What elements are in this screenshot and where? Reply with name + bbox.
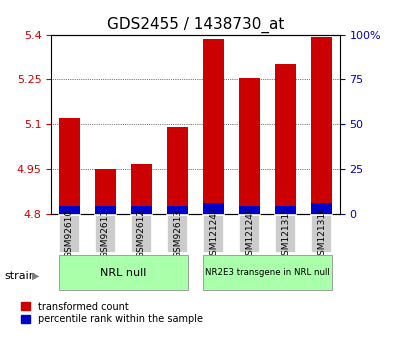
Legend: transformed count, percentile rank within the sample: transformed count, percentile rank withi… bbox=[21, 302, 203, 325]
FancyBboxPatch shape bbox=[58, 255, 188, 290]
Text: GSM121249: GSM121249 bbox=[245, 206, 254, 261]
Bar bbox=[275, 206, 296, 214]
Bar bbox=[58, 206, 80, 214]
Text: ▶: ▶ bbox=[32, 271, 40, 281]
Text: GSM92611: GSM92611 bbox=[101, 209, 110, 258]
Bar bbox=[95, 206, 116, 214]
Bar bbox=[239, 78, 260, 214]
Bar bbox=[311, 38, 333, 214]
Bar bbox=[203, 39, 224, 214]
Bar bbox=[311, 204, 333, 214]
Bar bbox=[275, 65, 296, 214]
Text: GSM121242: GSM121242 bbox=[209, 207, 218, 261]
FancyBboxPatch shape bbox=[203, 215, 224, 253]
Text: strain: strain bbox=[4, 271, 36, 281]
Text: GSM92613: GSM92613 bbox=[173, 209, 182, 258]
Bar bbox=[203, 204, 224, 214]
FancyBboxPatch shape bbox=[239, 215, 260, 253]
Bar bbox=[95, 169, 116, 214]
FancyBboxPatch shape bbox=[203, 255, 333, 290]
Bar bbox=[239, 206, 260, 214]
Text: GSM121316: GSM121316 bbox=[317, 206, 326, 261]
Text: GSM92610: GSM92610 bbox=[65, 209, 74, 258]
Text: GSM92612: GSM92612 bbox=[137, 209, 146, 258]
FancyBboxPatch shape bbox=[167, 215, 188, 253]
Bar bbox=[167, 206, 188, 214]
FancyBboxPatch shape bbox=[95, 215, 116, 253]
FancyBboxPatch shape bbox=[58, 215, 80, 253]
FancyBboxPatch shape bbox=[131, 215, 152, 253]
Bar bbox=[58, 118, 80, 214]
Text: GSM121315: GSM121315 bbox=[281, 206, 290, 261]
Title: GDS2455 / 1438730_at: GDS2455 / 1438730_at bbox=[107, 17, 284, 33]
Text: NR2E3 transgene in NRL null: NR2E3 transgene in NRL null bbox=[205, 268, 330, 277]
Bar bbox=[131, 164, 152, 214]
Bar bbox=[131, 206, 152, 214]
Text: NRL null: NRL null bbox=[100, 268, 147, 277]
FancyBboxPatch shape bbox=[275, 215, 296, 253]
Bar bbox=[167, 127, 188, 214]
FancyBboxPatch shape bbox=[311, 215, 333, 253]
